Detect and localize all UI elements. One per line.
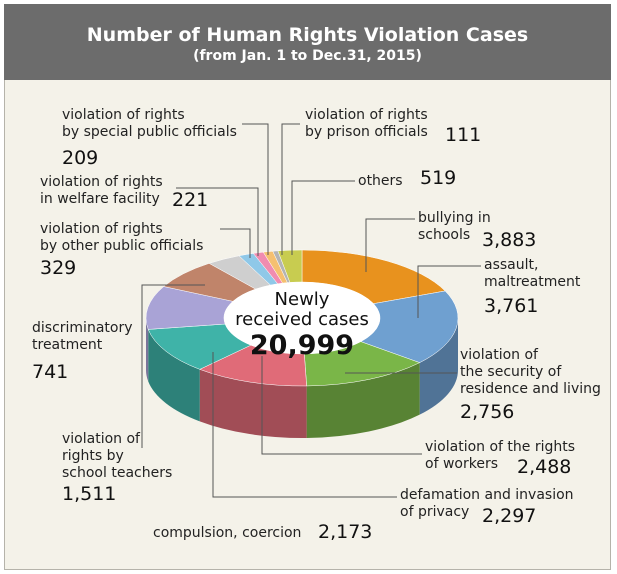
slice-side <box>146 318 149 382</box>
value-label: 2,756 <box>460 401 515 423</box>
center-label: Newly received cases 20,999 <box>222 289 382 362</box>
value-label: 2,173 <box>318 521 373 543</box>
value-label: 3,883 <box>482 229 537 251</box>
category-label: violation of rights by other public offi… <box>40 221 204 254</box>
header: Number of Human Rights Violation Cases (… <box>4 4 611 80</box>
value-label: 1,511 <box>62 483 117 505</box>
value-label: 221 <box>172 189 209 211</box>
leader-line <box>220 228 251 258</box>
leader-line <box>212 352 397 498</box>
chart-subtitle: (from Jan. 1 to Dec.31, 2015) <box>193 48 422 64</box>
slice-side <box>199 369 307 438</box>
category-label: others <box>358 173 403 189</box>
category-label: violation of rights by prison officials <box>305 107 428 140</box>
hole <box>224 282 380 354</box>
leader-line <box>141 284 205 448</box>
leader-line <box>417 265 481 318</box>
category-label: violation of rights in welfare facility <box>40 174 163 207</box>
category-label: violation of the rights of workers <box>425 439 576 472</box>
center-text: Newly received cases <box>235 289 369 330</box>
value-label: 2,297 <box>482 505 537 527</box>
category-label: discriminatory treatment <box>32 320 133 353</box>
slice-side <box>419 318 458 415</box>
category-label: assault, maltreatment <box>484 257 581 290</box>
category-label: violation of rights by special public of… <box>62 107 237 140</box>
slice-side <box>148 329 200 422</box>
chart-title: Number of Human Rights Violation Cases <box>86 24 529 46</box>
value-label: 741 <box>32 361 69 383</box>
value-label: 3,761 <box>484 295 539 317</box>
value-label: 209 <box>62 147 99 169</box>
category-label: defamation and invasion of privacy <box>400 487 574 520</box>
leader-line <box>261 356 422 455</box>
value-label: 519 <box>420 167 457 189</box>
category-label: bullying in schools <box>418 210 491 243</box>
leader-line <box>281 123 300 255</box>
leader-line <box>291 180 355 255</box>
value-label: 111 <box>445 124 482 146</box>
leader-line <box>365 218 415 272</box>
category-label: violation of rights by school teachers <box>62 431 173 481</box>
value-label: 2,488 <box>517 456 572 478</box>
leader-line <box>242 123 269 255</box>
leader-line <box>176 187 259 256</box>
slice-side <box>306 362 420 438</box>
category-label: violation of the security of residence a… <box>460 347 601 397</box>
category-label: compulsion, coercion <box>153 525 302 541</box>
value-label: 329 <box>40 257 77 279</box>
center-total: 20,999 <box>249 330 355 361</box>
